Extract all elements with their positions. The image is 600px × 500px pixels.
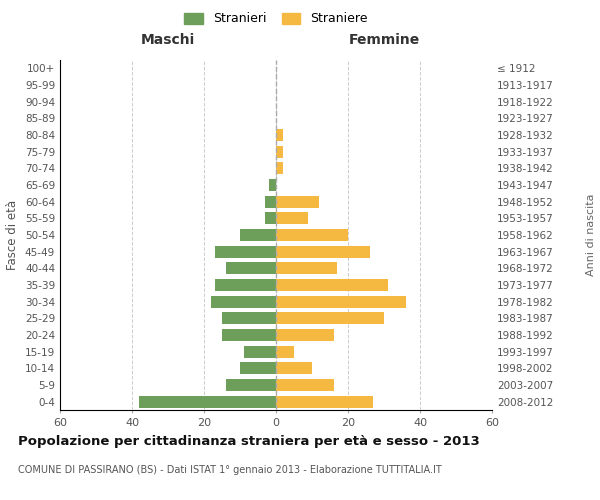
- Text: COMUNE DI PASSIRANO (BS) - Dati ISTAT 1° gennaio 2013 - Elaborazione TUTTITALIA.: COMUNE DI PASSIRANO (BS) - Dati ISTAT 1°…: [18, 465, 442, 475]
- Text: Popolazione per cittadinanza straniera per età e sesso - 2013: Popolazione per cittadinanza straniera p…: [18, 435, 480, 448]
- Bar: [240, 229, 276, 241]
- Bar: [276, 379, 334, 391]
- Bar: [276, 346, 294, 358]
- Bar: [276, 296, 406, 308]
- Bar: [222, 329, 276, 341]
- Bar: [215, 246, 276, 258]
- Bar: [276, 396, 373, 407]
- Bar: [276, 329, 334, 341]
- Bar: [276, 262, 337, 274]
- Bar: [226, 262, 276, 274]
- Text: Anni di nascita: Anni di nascita: [586, 194, 596, 276]
- Text: Femmine: Femmine: [349, 32, 419, 46]
- Bar: [222, 312, 276, 324]
- Bar: [276, 246, 370, 258]
- Bar: [276, 196, 319, 207]
- Bar: [211, 296, 276, 308]
- Bar: [215, 279, 276, 291]
- Text: Maschi: Maschi: [141, 32, 195, 46]
- Bar: [276, 312, 384, 324]
- Bar: [276, 129, 283, 141]
- Bar: [244, 346, 276, 358]
- Bar: [240, 362, 276, 374]
- Bar: [265, 212, 276, 224]
- Legend: Stranieri, Straniere: Stranieri, Straniere: [181, 8, 371, 29]
- Bar: [276, 162, 283, 174]
- Bar: [139, 396, 276, 407]
- Bar: [276, 212, 308, 224]
- Bar: [269, 179, 276, 191]
- Bar: [276, 362, 312, 374]
- Bar: [226, 379, 276, 391]
- Bar: [265, 196, 276, 207]
- Y-axis label: Fasce di età: Fasce di età: [7, 200, 19, 270]
- Bar: [276, 146, 283, 158]
- Bar: [276, 229, 348, 241]
- Bar: [276, 279, 388, 291]
